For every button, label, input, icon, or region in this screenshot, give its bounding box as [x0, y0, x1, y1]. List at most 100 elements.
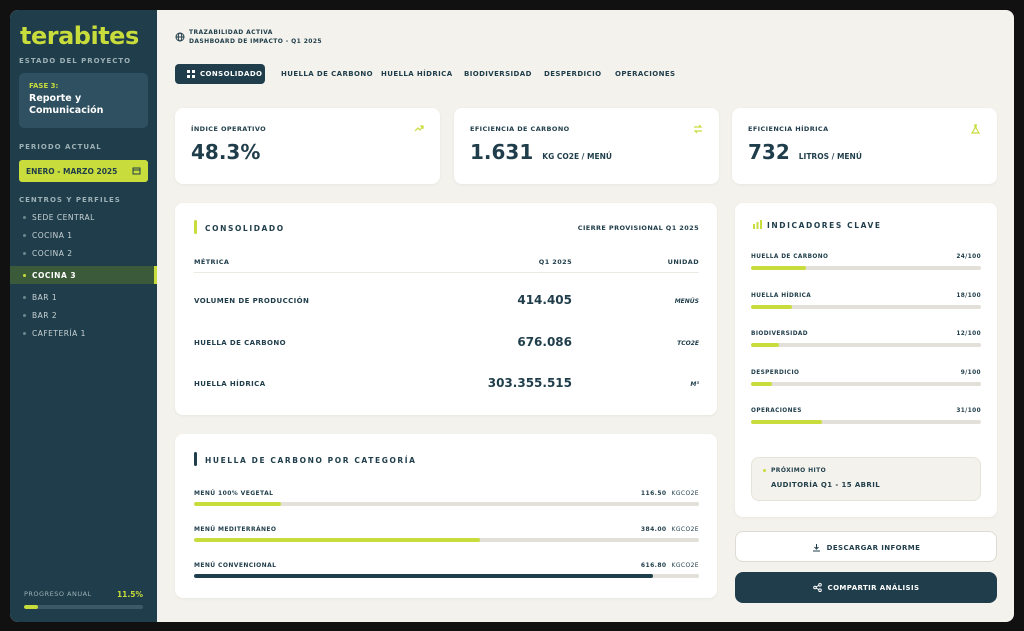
kpi-value: 1.631 [470, 140, 534, 164]
value-label: 616.80 [640, 562, 667, 569]
center-item[interactable]: BAR 2 [10, 306, 157, 324]
phase-label: FASE 3: [29, 82, 59, 90]
metric-name: VOLUMEN DE PRODUCCIÓN [194, 297, 310, 305]
center-item[interactable]: COCINA 3 [10, 266, 157, 284]
metric-value: 303.355.515 [487, 376, 572, 390]
metric-value: 414.405 [517, 293, 572, 307]
indicator-value: 18/100 [956, 292, 981, 299]
center-item[interactable]: BAR 1 [10, 288, 157, 306]
kpi-icon [971, 124, 981, 134]
metric-value: 676.086 [517, 334, 572, 349]
category-name: MENÚ CONVENCIONAL [194, 562, 277, 569]
kpi-label: EFICIENCIA DE CARBONO [470, 125, 570, 133]
bar [751, 304, 793, 309]
period-select[interactable]: ENERO - MARZO 2025 [19, 160, 148, 182]
column-header: Q1 2025 [538, 258, 572, 266]
phase-name: Reporte y Comunicación [29, 93, 104, 116]
consolidated-card: CONSOLIDADO CIERRE PROVISIONAL Q1 2025 M… [175, 203, 717, 415]
button-label: COMPARTIR ANÁLISIS [827, 584, 920, 592]
indicator-name: DESPERDICIO [751, 369, 800, 376]
grid-icon [187, 70, 195, 78]
tab-label: HUELLA DE CARBONO [281, 70, 373, 78]
tab[interactable]: BIODIVERSIDAD [456, 64, 532, 84]
tab-label: DESPERDICIO [544, 70, 602, 78]
button-label: DESCARGAR INFORME [826, 544, 921, 552]
indicator-name: HUELLA DE CARBONO [751, 254, 829, 260]
kpi-card: EFICIENCIA DE CARBONO 1.631 KG CO2E / MENÚ [454, 108, 719, 184]
sidebar: terabites ESTADO DEL PROYECTO FASE 3: Re… [10, 10, 157, 622]
card-title: HUELLA DE CARBONO POR CATEGORÍA [205, 456, 417, 465]
accent [194, 452, 197, 466]
kpi-unit: KG CO2E / MENÚ [542, 152, 612, 161]
milestone: PRÓXIMO HITO AUDITORÍA Q1 - 15 ABRIL [751, 457, 981, 501]
column-header: UNIDAD [667, 258, 699, 266]
section-label: ESTADO DEL PROYECTO [19, 57, 132, 65]
kpi-card: EFICIENCIA HÍDRICA 732 LITROS / MENÚ [732, 108, 997, 184]
metric-name: HUELLA HÍDRICA [194, 380, 266, 388]
unit: KGCO2E [671, 562, 699, 569]
kpi-icon [693, 124, 703, 134]
center-item[interactable]: CAFETERÍA 1 [10, 324, 157, 342]
tab[interactable]: CONSOLIDADO [175, 64, 265, 84]
card-title: INDICADORES CLAVE [767, 221, 882, 230]
kpi-card: ÍNDICE OPERATIVO 48.3% [175, 108, 440, 184]
logo: terabites [20, 22, 139, 50]
accent [194, 220, 197, 234]
tab[interactable]: HUELLA HÍDRICA [373, 64, 453, 84]
bar [751, 343, 779, 347]
tab[interactable]: OPERACIONES [607, 64, 675, 84]
indicators-card: INDICADORES CLAVE PRÓXIMO HITO AUDITORÍA… [735, 203, 997, 517]
progress-track [24, 605, 143, 609]
value-label: 384.00 [640, 526, 667, 533]
indicator-value: 31/100 [956, 408, 981, 414]
unit: KGCO2E [671, 526, 699, 533]
download-icon [812, 544, 820, 552]
tab-label: CONSOLIDADO [200, 70, 263, 78]
tab-label: OPERACIONES [615, 70, 676, 78]
window: terabites ESTADO DEL PROYECTO FASE 3: Re… [10, 10, 1014, 622]
bar [751, 420, 823, 424]
column-header: MÉTRICA [194, 258, 230, 266]
header-subtitle: DASHBOARD DE IMPACTO - Q1 2025 [189, 38, 323, 45]
center-item[interactable]: COCINA 1 [10, 226, 157, 244]
progress-value: 11.5% [116, 590, 143, 599]
logo-text: bites [73, 22, 139, 50]
indicator-name: HUELLA HÍDRICA [751, 292, 812, 299]
metric-unit: M³ [690, 381, 699, 388]
kpi-label: EFICIENCIA HÍDRICA [748, 125, 829, 133]
category-value: 116.50 KGCO2E [641, 490, 699, 497]
milestone-text: AUDITORÍA Q1 - 15 ABRIL [771, 481, 881, 489]
bar [194, 502, 281, 506]
milestone-label: PRÓXIMO HITO [771, 467, 827, 474]
card-note: CIERRE PROVISIONAL Q1 2025 [577, 224, 699, 232]
bar-track [751, 266, 981, 270]
bar-track [751, 381, 981, 386]
progress-bar [24, 605, 38, 609]
bar-track [751, 304, 981, 309]
calendar-icon [132, 167, 141, 175]
bar [194, 574, 654, 578]
dot [763, 469, 766, 472]
value-label: 116.50 [640, 490, 667, 497]
metric-name: HUELLA DE CARBONO [194, 338, 286, 347]
tab-label: HUELLA HÍDRICA [381, 70, 453, 78]
share-icon [812, 583, 822, 592]
kpi-unit: LITROS / MENÚ [798, 152, 862, 161]
tab[interactable]: HUELLA DE CARBONO [273, 64, 373, 84]
category-value: 616.80 KGCO2E [641, 562, 699, 569]
download-button[interactable]: DESCARGAR INFORME [735, 531, 997, 562]
tab-label: BIODIVERSIDAD [464, 70, 532, 78]
bar [194, 538, 480, 542]
share-button[interactable]: COMPARTIR ANÁLISIS [735, 572, 997, 603]
kpi-value: 48.3% [191, 140, 261, 164]
center-item[interactable]: SEDE CENTRAL [10, 208, 157, 226]
kpi-value-row: 48.3% [191, 140, 260, 164]
kpi-value-row: 732 LITROS / MENÚ [748, 140, 862, 164]
bar [751, 266, 807, 270]
globe-icon [175, 32, 185, 42]
center-item[interactable]: COCINA 2 [10, 244, 157, 262]
bar-track [751, 343, 981, 347]
tab[interactable]: DESPERDICIO [536, 64, 601, 84]
bar-track [194, 574, 699, 578]
